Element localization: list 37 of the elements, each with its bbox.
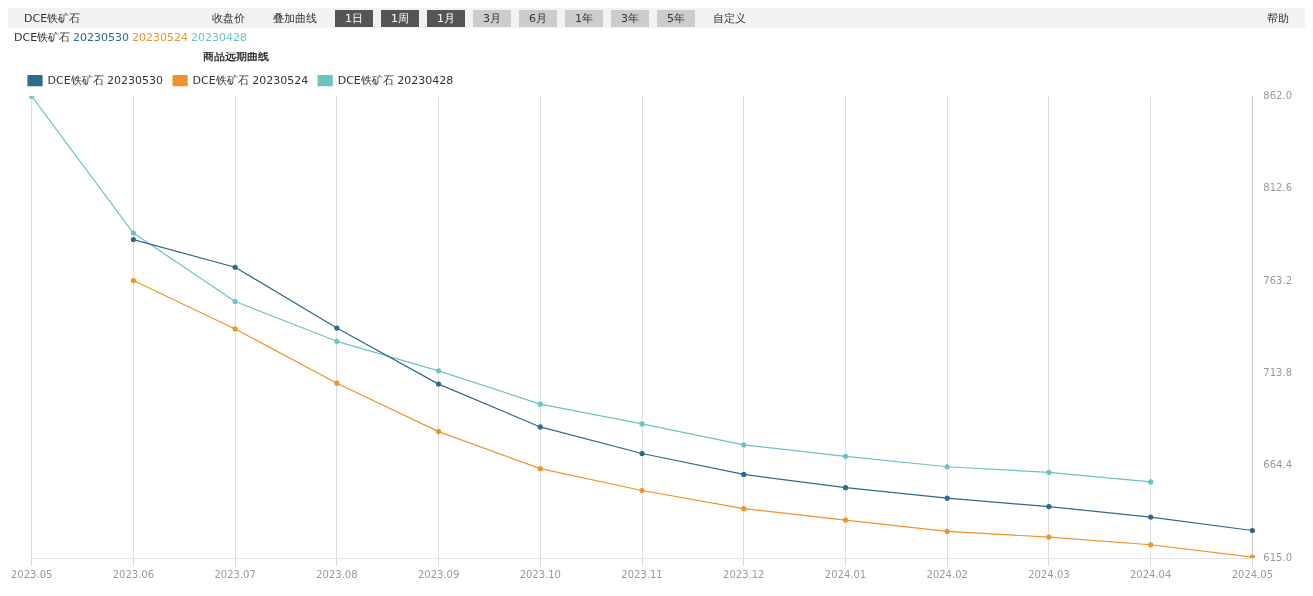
y-tick-label: 812.6 <box>1263 182 1293 194</box>
y-tick-label: 763.2 <box>1263 274 1293 286</box>
x-tick-label: 2023.09 <box>417 568 460 580</box>
text: 1周 <box>381 9 419 27</box>
text: 叠加曲线 <box>272 10 318 27</box>
text: DCE铁矿石 <box>23 10 82 27</box>
chart-subtitle: 20230530 20230524 20230428 <box>73 31 248 44</box>
x-tick-label: 2024.05 <box>1231 568 1274 580</box>
chart-title: DCE铁矿石 <box>14 31 71 44</box>
text: 收盘价 <box>211 10 246 27</box>
text: 自定义 <box>712 10 747 27</box>
text: 1年 <box>565 9 603 27</box>
text: 5年 <box>657 9 695 27</box>
x-tick-label: 2023.07 <box>214 568 256 580</box>
x-tick-label: 2023.05 <box>11 568 53 580</box>
x-tick-label: 2023.06 <box>112 568 155 580</box>
text: 3年 <box>611 9 649 27</box>
text: 帮助 <box>1266 10 1290 27</box>
x-tick-label: 2023.10 <box>519 568 561 580</box>
text: 1日 <box>335 9 373 27</box>
text: 3月 <box>473 9 511 27</box>
y-tick-label: 664.4 <box>1263 459 1293 471</box>
x-tick-label: 2024.01 <box>824 568 867 580</box>
x-tick-label: 2024.03 <box>1028 568 1070 580</box>
y-tick-label: 862.0 <box>1263 89 1293 101</box>
x-tick-label: 2023.12 <box>723 568 765 580</box>
text: 6月 <box>519 9 557 27</box>
text: 1月 <box>427 9 465 27</box>
x-tick-label: 2023.11 <box>621 568 663 580</box>
x-tick-label: 2024.02 <box>926 568 968 580</box>
y-tick-label: 615.0 <box>1263 551 1293 563</box>
legend-label: DCE铁矿石 20230428 <box>337 73 454 87</box>
x-tick-label: 2023.08 <box>316 568 358 580</box>
x-tick-label: 2024.04 <box>1129 568 1172 580</box>
y-tick-label: 713.8 <box>1263 366 1293 378</box>
legend-label: DCE铁矿石 20230530 <box>47 73 164 87</box>
legend-label: DCE铁矿石 20230524 <box>192 73 309 87</box>
